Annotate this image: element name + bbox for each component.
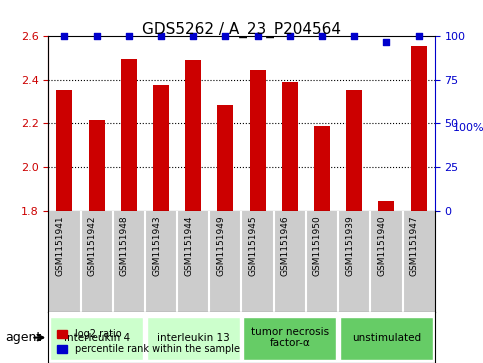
Text: GSM1151950: GSM1151950: [313, 216, 322, 276]
Bar: [153, 85, 169, 211]
Point: [350, 33, 358, 39]
Text: GSM1151948: GSM1151948: [120, 216, 129, 276]
Text: GSM1151945: GSM1151945: [249, 216, 257, 276]
Bar: [88, 120, 105, 211]
Point: [318, 33, 326, 39]
Point: [125, 33, 133, 39]
Text: interleukin 13: interleukin 13: [157, 333, 229, 343]
Point: [286, 33, 294, 39]
Text: unstimulated: unstimulated: [352, 333, 421, 343]
Text: interleukin 4: interleukin 4: [64, 333, 129, 343]
Text: GSM1151949: GSM1151949: [216, 216, 226, 276]
Point: [189, 33, 197, 39]
Bar: [378, 201, 395, 211]
Point: [222, 33, 229, 39]
Point: [157, 33, 165, 39]
Point: [415, 33, 423, 39]
Text: GSM1151947: GSM1151947: [410, 216, 419, 276]
Point: [93, 33, 100, 39]
Text: GSM1151941: GSM1151941: [56, 216, 64, 276]
Text: GSM1151939: GSM1151939: [345, 216, 354, 276]
Y-axis label: 100%: 100%: [453, 123, 483, 134]
Bar: [250, 70, 266, 211]
Point: [383, 38, 390, 44]
Bar: [314, 126, 330, 211]
Text: GDS5262 / A_23_P204564: GDS5262 / A_23_P204564: [142, 22, 341, 38]
Bar: [282, 82, 298, 211]
Text: GSM1151940: GSM1151940: [377, 216, 386, 276]
Legend: log2 ratio, percentile rank within the sample: log2 ratio, percentile rank within the s…: [53, 326, 243, 358]
FancyBboxPatch shape: [50, 317, 143, 360]
Bar: [57, 90, 72, 211]
FancyBboxPatch shape: [243, 317, 337, 360]
Bar: [121, 59, 137, 211]
Text: GSM1151944: GSM1151944: [184, 216, 193, 276]
FancyBboxPatch shape: [340, 317, 433, 360]
Text: GSM1151946: GSM1151946: [281, 216, 290, 276]
Text: GSM1151943: GSM1151943: [152, 216, 161, 276]
Bar: [217, 105, 233, 211]
Text: GSM1151942: GSM1151942: [87, 216, 97, 276]
Text: tumor necrosis
factor-α: tumor necrosis factor-α: [251, 327, 329, 348]
Point: [60, 33, 68, 39]
FancyBboxPatch shape: [146, 317, 240, 360]
Bar: [346, 90, 362, 211]
Bar: [411, 46, 426, 211]
Bar: [185, 60, 201, 211]
Point: [254, 33, 261, 39]
Text: agent: agent: [5, 331, 41, 344]
